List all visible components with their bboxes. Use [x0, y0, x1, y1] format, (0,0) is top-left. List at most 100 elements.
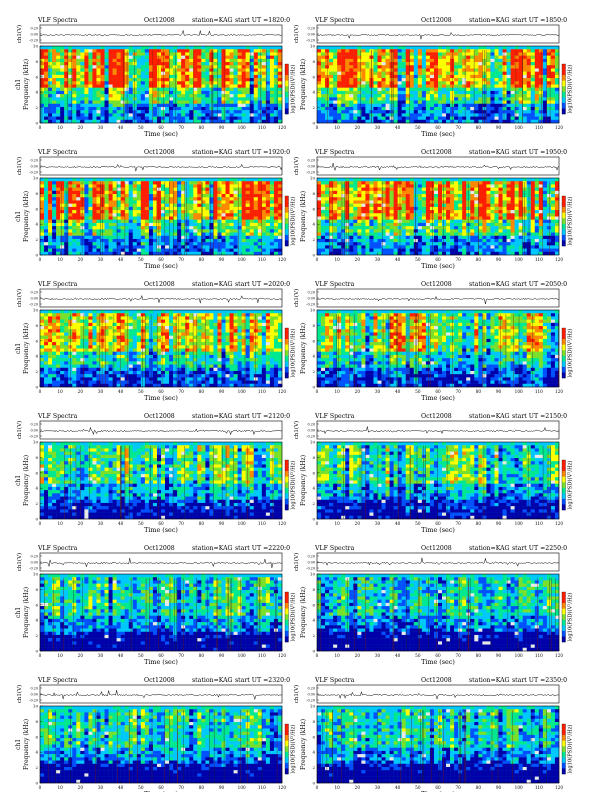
spectrogram-cell [551, 62, 555, 65]
spectrogram-cell [266, 217, 270, 220]
spectrogram-cell [153, 217, 157, 220]
spectrogram-cell [84, 62, 88, 65]
spectrogram-cell [386, 107, 390, 110]
spectrogram-cell [80, 207, 84, 210]
spectrogram-cell [527, 85, 531, 88]
spectrogram-cell [157, 52, 161, 55]
spectrogram-cell [278, 59, 282, 62]
spectrogram-cell [442, 97, 446, 100]
spectrogram-cell [141, 97, 145, 100]
spectrogram-cell [48, 117, 52, 120]
spectrogram-cell [157, 101, 161, 104]
spectrogram-cell [121, 104, 125, 107]
spectrogram-cell [515, 181, 519, 184]
spectrogram-cell [270, 249, 274, 252]
spectrogram-cell [177, 75, 181, 78]
spectrogram-cell [76, 242, 80, 245]
spectrogram-cell [52, 110, 56, 113]
spectrogram-cell [394, 94, 398, 97]
spectrogram-cell [88, 213, 92, 216]
spectrogram-cell [84, 49, 88, 52]
spectrogram-cell [274, 110, 278, 113]
spectrogram-cell [153, 229, 157, 232]
spectrogram-cell [494, 75, 498, 78]
spectrogram-cell [76, 178, 80, 181]
spectrogram-cell [454, 62, 458, 65]
spectrogram-cell [266, 239, 270, 242]
spectrogram-cell [345, 62, 349, 65]
spectrogram-cell [410, 120, 414, 123]
spectrogram-cell [205, 94, 209, 97]
spectrogram-cell [535, 191, 539, 194]
spectrogram-cell [181, 59, 185, 62]
spectrogram-cell [141, 233, 145, 236]
spectrogram-cell [68, 217, 72, 220]
spectrogram-cell [270, 213, 274, 216]
spectrogram-cell [246, 207, 250, 210]
spectrogram-cell [230, 236, 234, 239]
spectrogram-cell [133, 245, 137, 248]
spectrogram-cell [382, 117, 386, 120]
spectrogram-cell [430, 81, 434, 84]
spectrogram-cell [60, 120, 64, 123]
spectrogram-cell [222, 236, 226, 239]
spectrogram-cell [278, 229, 282, 232]
spectrogram-cell [80, 194, 84, 197]
spectrogram-cell [361, 88, 365, 91]
spectrogram-cell [349, 81, 353, 84]
spectrogram-cell [321, 184, 325, 187]
spectrogram-cell [474, 194, 478, 197]
spectrogram-cell [84, 113, 88, 116]
x-tick-label: 90 [219, 125, 225, 130]
spectrogram-cell [213, 178, 217, 181]
spectrogram-cell [519, 56, 523, 59]
spectrogram-cell [222, 245, 226, 248]
spectrogram-cell [234, 252, 238, 255]
spectrogram-cell [333, 56, 337, 59]
spectrogram-cell [250, 97, 254, 100]
spectrogram-cell [169, 217, 173, 220]
spectrogram-cell [503, 88, 507, 91]
spectrogram-cell [466, 59, 470, 62]
spectrogram-cell [515, 191, 519, 194]
spectrogram-cell [466, 56, 470, 59]
spectrogram-cell [410, 101, 414, 104]
spectrogram-cell [242, 85, 246, 88]
spectrogram-cell [474, 101, 478, 104]
spectrogram-cell [511, 94, 515, 97]
spectrogram-cell [173, 117, 177, 120]
x-tick-label: 110 [258, 257, 266, 262]
spectrogram-cell [527, 72, 531, 75]
spectrogram-cell [109, 46, 113, 49]
spectrogram-cell [193, 104, 197, 107]
spectrogram-cell [226, 46, 230, 49]
spectrogram-cell [266, 249, 270, 252]
spectrogram-cell [270, 181, 274, 184]
spectrogram-cell [278, 85, 282, 88]
spectrogram-cell [189, 197, 193, 200]
spectrogram-cell [426, 120, 430, 123]
spectrogram-cell [478, 107, 482, 110]
spectrogram-cell [547, 75, 551, 78]
spectrogram-cell [422, 120, 426, 123]
spectrogram-cell [48, 207, 52, 210]
spectrogram-cell [185, 204, 189, 207]
spectrogram-cell [394, 65, 398, 68]
header-start-ut: start UT =1820:0 [235, 17, 290, 24]
spectrogram-cell [217, 56, 221, 59]
spectrogram-cell [321, 191, 325, 194]
spectrogram-cell [246, 220, 250, 223]
spectrogram-cell [337, 117, 341, 120]
spectrogram-cell [361, 188, 365, 191]
spectrogram-cell [44, 226, 48, 229]
spectrogram-cell [226, 78, 230, 81]
spectrogram-cell [96, 191, 100, 194]
spectrogram-cell [165, 62, 169, 65]
spectrogram-cell [217, 59, 221, 62]
spectrogram-cell [121, 200, 125, 203]
spectrogram-cell [499, 113, 503, 116]
spectrogram-cell [76, 236, 80, 239]
spectrogram-cell [547, 113, 551, 116]
spectrogram-cell [48, 62, 52, 65]
spectrogram-cell [515, 91, 519, 94]
